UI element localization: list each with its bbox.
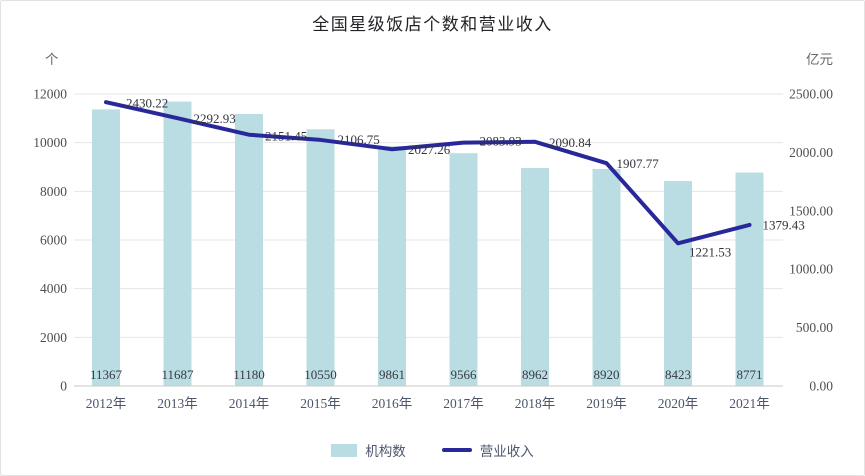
bar-2017年 — [449, 153, 478, 386]
left-axis-tick-label: 0 — [60, 379, 67, 394]
right-axis-tick-label: 1500.00 — [789, 203, 833, 218]
revenue-line — [104, 100, 752, 246]
left-axis-tick-label: 6000 — [40, 233, 67, 248]
line-value-label: 2151.45 — [265, 129, 307, 144]
x-axis-label: 2014年 — [229, 396, 270, 411]
bar-value-label: 8423 — [665, 367, 691, 382]
bar-value-label: 11180 — [233, 367, 265, 382]
bar-value-label: 8962 — [522, 367, 548, 382]
bar-2014年 — [235, 113, 263, 386]
bar-value-label: 9861 — [379, 367, 405, 382]
line-value-label: 2106.75 — [338, 132, 380, 147]
left-axis-tick-label: 4000 — [40, 281, 67, 296]
left-axis-unit-label: 个 — [45, 52, 59, 67]
x-axis-label: 2013年 — [157, 396, 198, 411]
bar-value-label: 8771 — [737, 367, 763, 382]
line-value-label: 2083.93 — [480, 134, 522, 149]
line-value-label: 2090.84 — [549, 135, 592, 150]
bar-value-label: 9566 — [451, 367, 478, 382]
bar-value-label: 10550 — [304, 367, 337, 382]
bar-value-label: 11367 — [90, 367, 123, 382]
bar-2019年 — [592, 168, 621, 386]
x-axis-label: 2021年 — [729, 396, 770, 411]
x-axis-label: 2020年 — [658, 396, 699, 411]
chart-title: 全国星级饭店个数和营业收入 — [312, 15, 553, 34]
right-axis-tick-label: 2500.00 — [789, 87, 833, 102]
left-axis-tick-label: 8000 — [40, 184, 67, 199]
line-value-label: 1379.43 — [763, 217, 805, 232]
bar-2018年 — [521, 167, 549, 386]
legend-item-bars[interactable]: 机构数 — [331, 440, 406, 460]
bar-2020年 — [664, 181, 692, 386]
line-value-label: 2430.22 — [126, 96, 168, 111]
bar-2012年 — [92, 109, 120, 386]
line-value-label: 2292.93 — [194, 111, 236, 126]
bar-value-label: 8920 — [594, 367, 620, 382]
bar-2015年 — [306, 129, 335, 387]
line-value-label: 1907.77 — [617, 156, 660, 171]
line-value-label: 2027.26 — [408, 142, 451, 157]
x-axis-label: 2015年 — [300, 396, 341, 411]
legend-label-bars: 机构数 — [365, 444, 406, 459]
x-axis-label: 2019年 — [586, 396, 627, 411]
legend-label-line: 营业收入 — [479, 444, 534, 459]
line-series-swatch-icon — [441, 448, 472, 452]
x-axis-label: 2017年 — [443, 396, 484, 411]
x-axis-label: 2012年 — [86, 396, 127, 411]
x-axis-label: 2018年 — [515, 396, 556, 411]
chart-legend: 机构数 营业收入 — [1, 440, 864, 460]
right-axis-tick-label: 500.00 — [796, 320, 833, 335]
right-axis-unit-label: 亿元 — [806, 52, 833, 67]
bar-2013年 — [163, 101, 192, 386]
x-axis-label: 2016年 — [372, 396, 413, 411]
left-axis-tick-label: 10000 — [33, 135, 67, 150]
right-axis-tick-label: 1000.00 — [789, 262, 833, 277]
left-axis-tick-label: 2000 — [40, 330, 67, 345]
left-axis-tick-label: 12000 — [33, 87, 67, 102]
legend-item-line[interactable]: 营业收入 — [441, 440, 534, 460]
bar-series-swatch-icon — [331, 443, 358, 457]
bar-2021年 — [735, 172, 764, 386]
bar-2016年 — [378, 146, 406, 386]
line-value-label: 1221.53 — [689, 244, 731, 259]
bar-value-label: 11687 — [161, 367, 194, 382]
right-axis-tick-label: 0.00 — [809, 379, 833, 394]
right-axis-tick-label: 2000.00 — [789, 145, 833, 160]
